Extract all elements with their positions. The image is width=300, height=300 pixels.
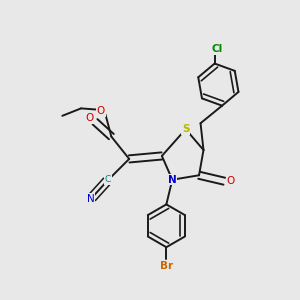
Text: Br: Br (160, 261, 173, 271)
Text: Cl: Cl (212, 44, 223, 54)
Text: O: O (227, 176, 235, 186)
Text: N: N (168, 175, 177, 185)
Text: S: S (182, 124, 189, 134)
Text: C: C (105, 175, 111, 184)
Text: O: O (97, 106, 105, 116)
Text: N: N (87, 194, 94, 204)
Text: O: O (85, 113, 93, 123)
